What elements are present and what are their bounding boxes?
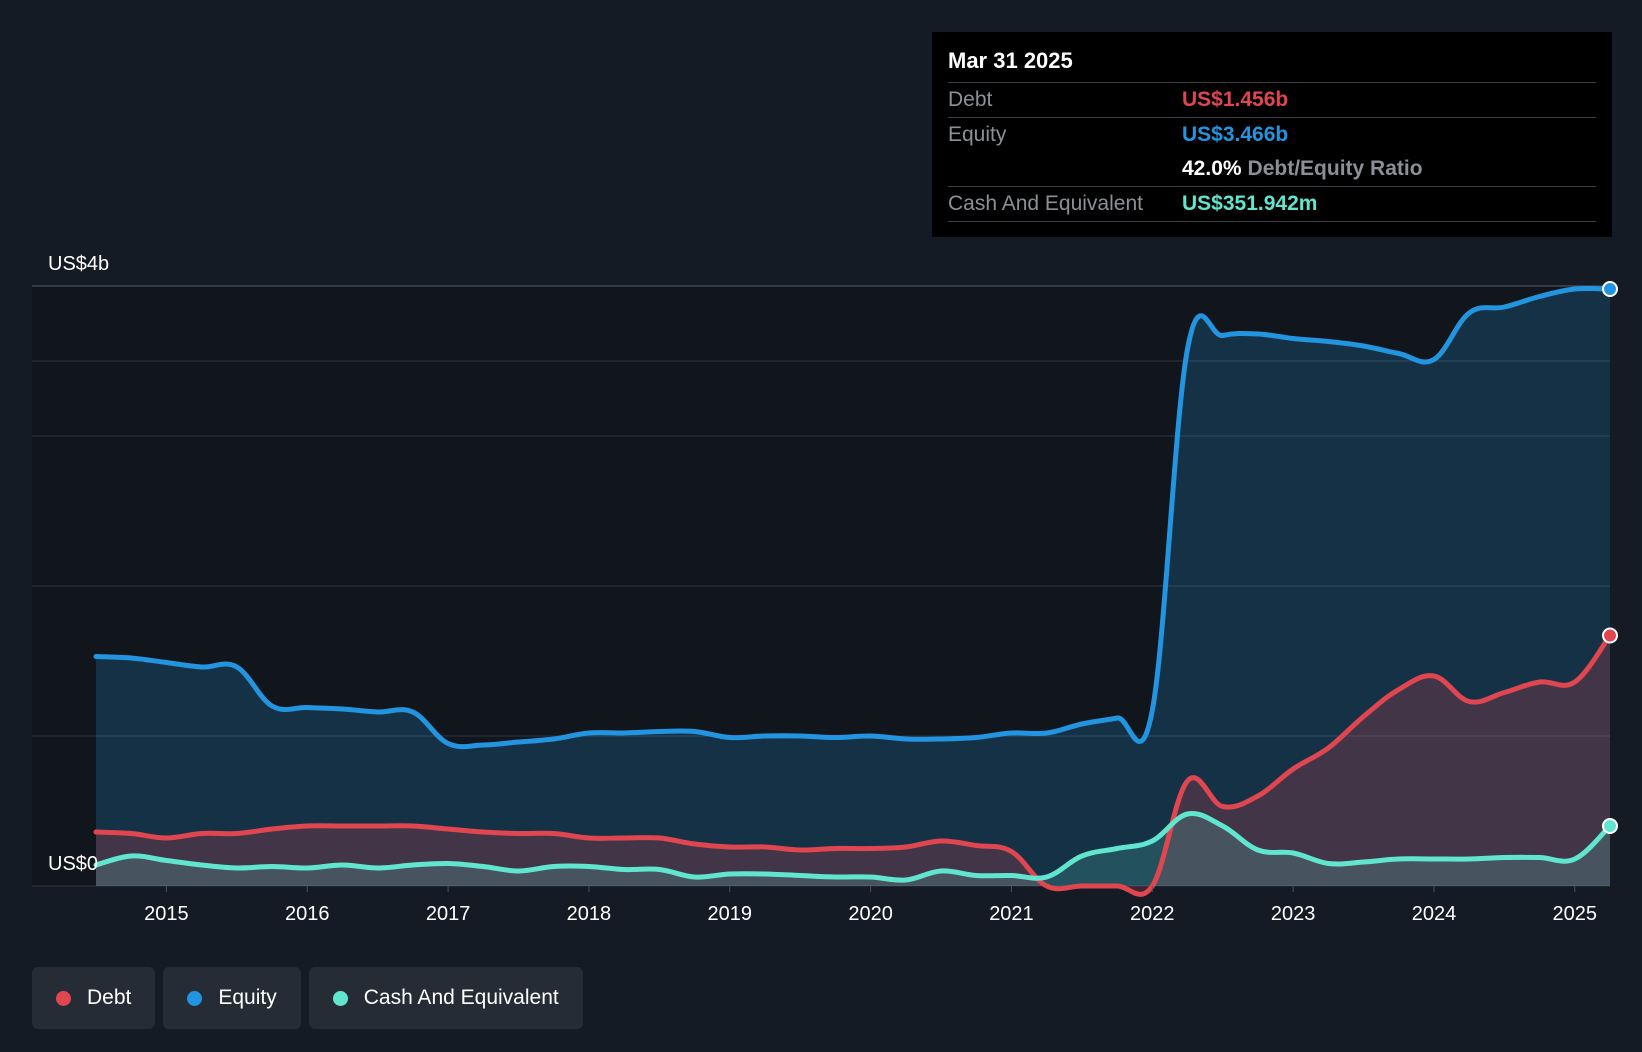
series-lines xyxy=(93,285,1613,897)
end-marker-debt[interactable] xyxy=(1602,627,1618,644)
x-tick-label-2017: 2017 xyxy=(426,903,471,925)
legend-label-cash: Cash And Equivalent xyxy=(363,986,559,1009)
x-tick-label-2016: 2016 xyxy=(285,903,330,925)
tooltip-cash-label: Cash And Equivalent xyxy=(948,192,1143,215)
tooltip-row-ratio: 42.0% Debt/Equity Ratio xyxy=(948,152,1596,187)
x-tick-label-2024: 2024 xyxy=(1412,903,1457,925)
end-marker-cash-and-equivalent[interactable] xyxy=(1602,818,1618,834)
x-tick-label-2018: 2018 xyxy=(567,903,612,925)
tooltip-row-cash: Cash And Equivalent US$351.942m xyxy=(948,187,1596,222)
x-tick-label-2015: 2015 xyxy=(144,903,189,925)
line-cash-and-equivalent xyxy=(93,810,1613,883)
legend-dot-debt-icon xyxy=(56,990,71,1006)
series-end-markers xyxy=(1602,281,1618,834)
y-axis-min-label: US$0 xyxy=(48,853,98,875)
legend-item-equity[interactable]: Equity xyxy=(163,967,301,1029)
x-tick-label-2022: 2022 xyxy=(1130,903,1175,925)
tooltip-debt-value: US$1.456b xyxy=(1182,88,1289,111)
x-tick-label-2025: 2025 xyxy=(1553,903,1598,925)
legend-item-cash[interactable]: Cash And Equivalent xyxy=(308,967,583,1029)
line-equity xyxy=(93,285,1613,750)
tooltip-equity-label: Equity xyxy=(948,123,1007,146)
x-tick-label-2020: 2020 xyxy=(848,903,893,925)
hover-tooltip: Mar 31 2025 Debt US$1.456b Equity US$3.4… xyxy=(932,32,1612,237)
tooltip-date: Mar 31 2025 xyxy=(948,46,1596,83)
line-debt xyxy=(93,633,1613,897)
tooltip-ratio-label: Debt/Equity Ratio xyxy=(1247,157,1423,180)
legend-label-debt: Debt xyxy=(87,986,132,1009)
legend-item-debt[interactable]: Debt xyxy=(32,967,156,1029)
tooltip-row-equity: Equity US$3.466b xyxy=(948,118,1596,152)
tooltip-row-debt: Debt US$1.456b xyxy=(948,83,1596,118)
tooltip-ratio-spacer xyxy=(948,152,1182,186)
x-tick-label-2021: 2021 xyxy=(989,903,1034,925)
end-marker-equity[interactable] xyxy=(1602,281,1618,297)
tooltip-cash-value: US$351.942m xyxy=(1182,192,1318,215)
x-axis-ticks: 2015 2016 2017 2018 2019 2020 2021 2022 2023 2024… xyxy=(144,886,1597,925)
x-tick-label-2019: 2019 xyxy=(708,903,753,925)
tooltip-ratio-value: 42.0% xyxy=(1182,157,1242,180)
tooltip-debt-label: Debt xyxy=(948,88,993,111)
legend-dot-equity-icon xyxy=(187,990,203,1006)
tooltip-equity-value: US$3.466b xyxy=(1182,123,1289,146)
x-tick-label-2023: 2023 xyxy=(1271,903,1316,925)
legend-dot-cash-icon xyxy=(332,990,348,1006)
legend-label-equity: Equity xyxy=(218,986,277,1009)
y-axis-max-label: US$4b xyxy=(48,253,109,275)
chart-legend: Debt Equity Cash And Equivalent xyxy=(32,967,583,1029)
area-equity xyxy=(96,288,1610,886)
